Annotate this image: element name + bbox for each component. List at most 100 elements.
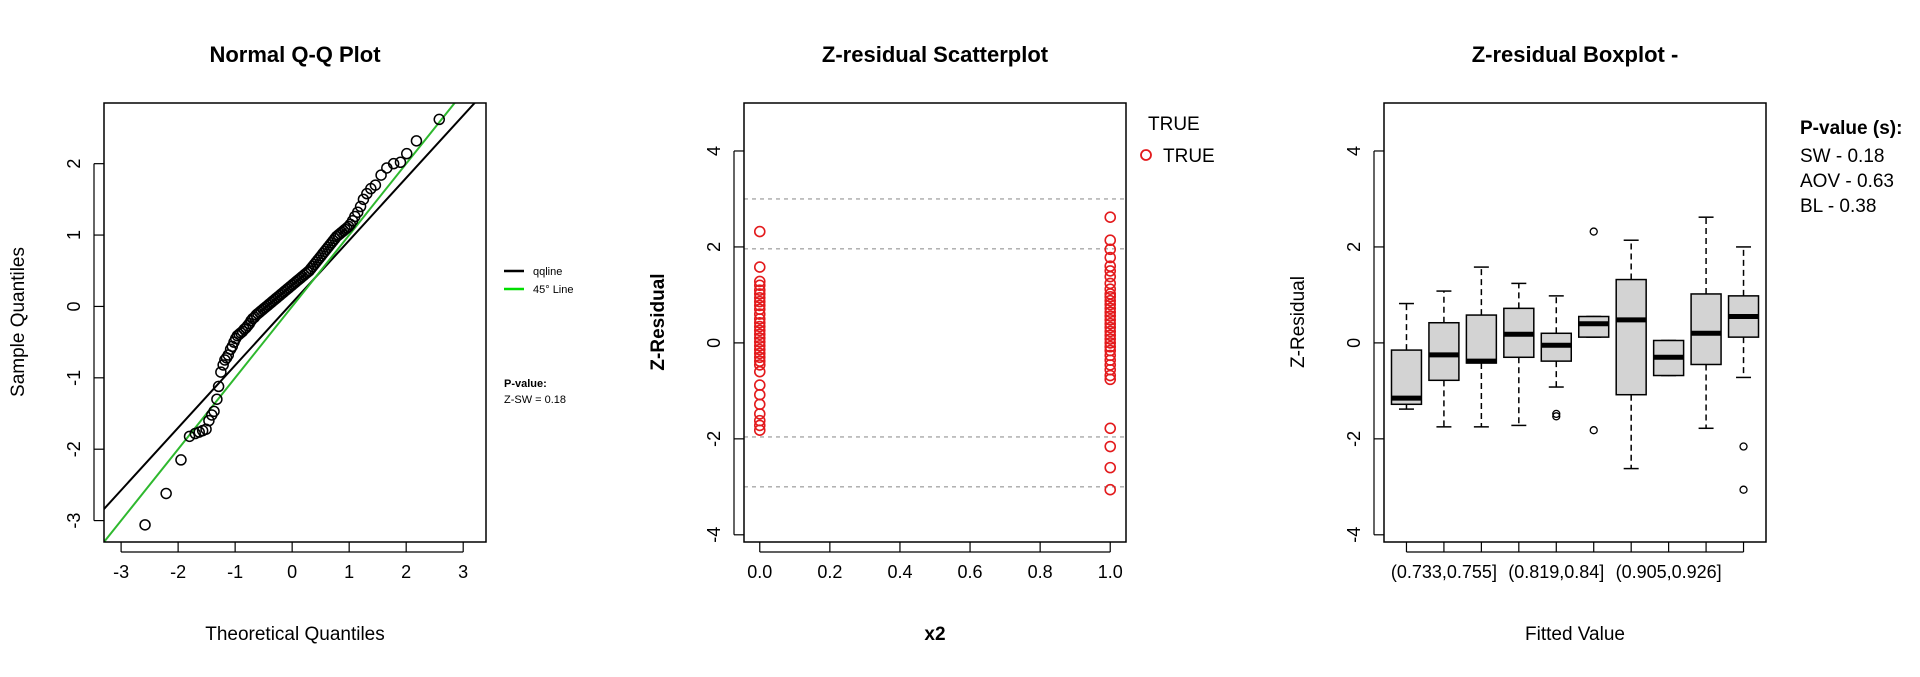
qq-point	[354, 200, 367, 213]
y-tick-label: 0	[64, 301, 84, 311]
boxplot-boxes	[1390, 216, 1760, 494]
box-outlier	[1589, 426, 1598, 435]
qq-line	[104, 103, 476, 511]
qq-pvalue-text: Z-SW = 0.18	[504, 394, 566, 406]
scatter-point	[753, 343, 766, 356]
qq-pvalue-heading: P-value:	[504, 378, 547, 390]
qq-point	[400, 147, 413, 160]
x-tick-label: 0.0	[747, 562, 772, 582]
box-outlier	[1552, 412, 1561, 421]
scatter-point	[1104, 234, 1117, 247]
scatter-x-label: x2	[924, 624, 945, 645]
qq-point	[433, 113, 445, 126]
scatter-point	[1104, 306, 1117, 318]
box-group	[1615, 239, 1647, 470]
scatter-point	[753, 299, 766, 312]
box-x-axis: (0.733,0.755] (0.819,0.84] (0.905,0.926]	[1391, 542, 1745, 582]
scatter-point	[1104, 373, 1117, 386]
y-tick-label: -2	[704, 431, 724, 447]
scatter-point	[753, 336, 766, 348]
scatter-point	[753, 275, 766, 288]
qq-x-axis: -3 -2 -1 0 1 2 3	[113, 542, 468, 582]
scatter-point	[753, 347, 766, 360]
scatter-title: Z-residual Scatterplot	[822, 42, 1049, 67]
box-group	[1540, 295, 1573, 421]
y-tick-label: 2	[704, 242, 724, 252]
x-tick-label: (0.905,0.926]	[1616, 562, 1722, 582]
box-outlier	[1739, 485, 1748, 494]
box-iqr	[1390, 349, 1423, 406]
qq-point	[375, 169, 387, 181]
box-y-label: Z-Residual	[1288, 276, 1309, 368]
box-x-label: Fitted Value	[1525, 624, 1625, 645]
box-group	[1503, 282, 1535, 427]
y-tick-label: 0	[704, 338, 724, 348]
scatter-point	[753, 351, 766, 364]
y-tick-label: -2	[1344, 431, 1364, 447]
y-tick-label: 2	[1344, 242, 1364, 252]
y-tick-label: 0	[1344, 338, 1364, 348]
box-group	[1428, 290, 1460, 428]
scatter-point	[753, 288, 766, 300]
scatter-reference-lines	[744, 198, 1126, 488]
scatter-point	[1104, 337, 1117, 349]
scatter-y-label: Z-Residual	[648, 273, 669, 370]
scatter-point	[1104, 461, 1117, 474]
box-outlier	[1589, 227, 1598, 236]
qq-legend-label-45line: 45° Line	[533, 284, 574, 296]
qq-point	[217, 359, 229, 371]
scatter-point	[753, 408, 766, 420]
x-tick-label: 3	[458, 562, 468, 582]
qq-point	[410, 135, 423, 147]
x-tick-label: (0.733,0.755]	[1391, 562, 1497, 582]
qq-point	[212, 380, 225, 393]
y-tick-label: -1	[64, 370, 84, 386]
qq-point	[183, 430, 196, 443]
y-tick-label: 2	[64, 159, 84, 169]
x-tick-label: 0.6	[958, 562, 983, 582]
scatter-point	[1104, 294, 1117, 307]
qq-point	[387, 157, 400, 170]
y-tick-label: 1	[64, 230, 84, 240]
scatter-legend-swatch	[1140, 149, 1152, 161]
scatter-point	[1104, 369, 1117, 382]
scatter-plot-frame	[743, 102, 1127, 543]
box-iqr	[1465, 314, 1498, 364]
scatter-point	[1104, 291, 1117, 303]
scatter-x-axis: 0.0 0.2 0.4 0.6 0.8 1.0	[747, 542, 1123, 582]
scatter-point	[753, 328, 766, 341]
scatter-point	[1104, 317, 1117, 330]
box-outlier	[1739, 442, 1748, 451]
qq-points	[139, 113, 445, 531]
scatter-point	[1104, 333, 1117, 345]
qq-title: Normal Q-Q Plot	[209, 42, 381, 67]
scatter-point	[1104, 483, 1117, 496]
scatter-point	[1104, 251, 1117, 264]
x-tick-label: 1	[344, 562, 354, 582]
box-iqr	[1690, 293, 1722, 366]
scatter-legend: TRUE TRUE	[1140, 114, 1215, 167]
y-tick-label: -4	[1344, 527, 1364, 543]
scatter-point	[1104, 243, 1117, 256]
scatter-point	[1104, 422, 1117, 435]
scatter-legend-title: TRUE	[1148, 114, 1200, 135]
scatter-panel: Z-residual Scatterplot 0.0 0.2 0.4 0.6 0.8 1.…	[648, 42, 1215, 645]
scatter-point	[1104, 440, 1117, 453]
box-pvalue-heading: P-value (s):	[1800, 118, 1902, 139]
qq-plot-frame	[103, 102, 487, 543]
qq-point	[160, 487, 172, 500]
x-tick-label: -3	[113, 562, 129, 582]
qq-y-axis: -3 -2 -1 0 1 2	[64, 159, 104, 529]
x-tick-label: -1	[227, 562, 243, 582]
scatter-point	[1104, 340, 1117, 353]
qq-y-label: Sample Quantiles	[8, 247, 29, 397]
scatter-point	[753, 324, 766, 337]
y-tick-label: -2	[64, 441, 84, 457]
qq-legend-label-qqline: qqline	[533, 266, 562, 278]
qq-point	[342, 220, 355, 233]
scatter-point	[753, 398, 766, 411]
qq-point	[211, 393, 223, 405]
x-tick-label: 0.4	[887, 562, 912, 582]
